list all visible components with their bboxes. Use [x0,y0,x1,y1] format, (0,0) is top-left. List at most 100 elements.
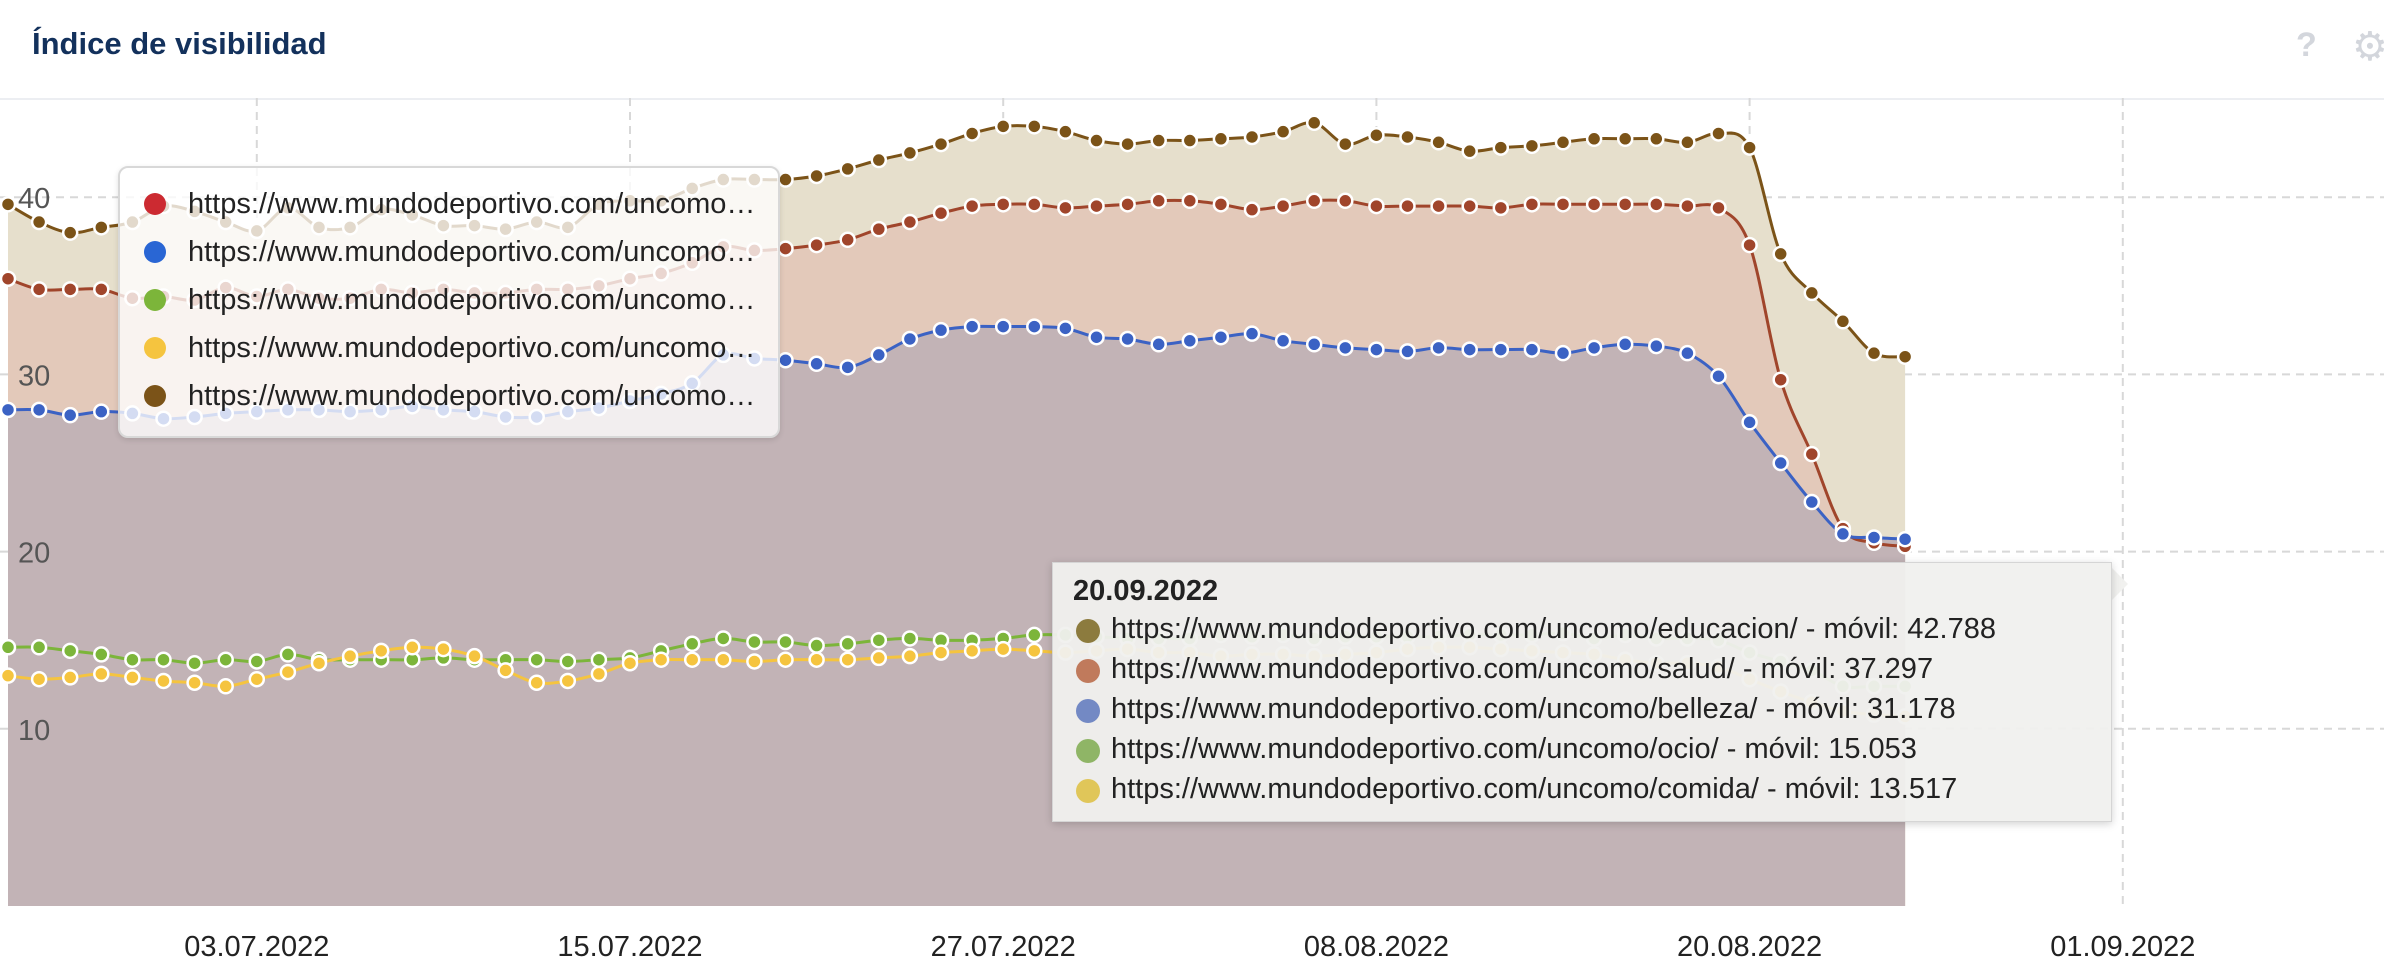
data-point [901,213,919,231]
legend-dot [144,385,166,407]
data-point [155,651,172,668]
tooltip-row: https://www.mundodeportivo.com/uncomo/sa… [1073,651,2103,691]
chart-header: Índice de visibilidad ? ⚙ [0,0,2384,100]
tooltip-row-label: https://www.mundodeportivo.com/uncomo/sa… [1111,653,1934,685]
tooltip-dot [1076,779,1100,803]
data-point [1865,529,1883,546]
data-point [559,653,577,670]
tooltip: 20.09.2022 https://www.mundodeportivo.co… [1052,562,2112,822]
data-point [1896,530,1914,548]
data-point [870,346,888,364]
question-icon[interactable]: ? [2296,26,2317,64]
data-point [1212,130,1230,148]
data-point [870,151,888,169]
tooltip-arrow [2110,566,2128,602]
data-point [1119,196,1136,213]
data-point [870,631,888,649]
data-point [994,640,1012,658]
data-point [155,672,172,690]
data-point [808,236,825,254]
data-point [1399,343,1416,360]
tooltip-row: https://www.mundodeportivo.com/uncomo/be… [1073,691,2103,731]
legend: https://www.mundodeportivo.com/uncomo/sa… [118,166,780,438]
data-point [963,125,981,142]
data-point [404,639,421,656]
gear-icon[interactable]: ⚙ [2352,25,2384,69]
data-point [994,118,1012,135]
tooltip-dot [1076,659,1100,683]
legend-label: https://www.mundodeportivo.com/uncomo/ed… [188,379,760,412]
data-point [1430,339,1447,357]
data-point [217,678,234,695]
data-point [621,654,639,672]
data-point [1461,197,1478,215]
data-point [1274,197,1292,215]
data-point [1741,414,1758,431]
x-tick-label: 27.07.2022 [931,931,1076,963]
data-point [0,667,17,684]
legend-label: https://www.mundodeportivo.com/uncomo/oc… [188,283,760,316]
x-tick-label: 15.07.2022 [557,931,702,963]
data-point [124,651,141,668]
axis-labels: 10 20 30 40 03.07.2022 15.07.2022 27.07.2022 08… [18,183,2195,963]
data-point [839,231,856,249]
data-point [1554,344,1572,362]
legend-item-educacion[interactable]: https://www.mundodeportivo.com/uncomo/ed… [120,372,778,420]
data-point [808,651,825,668]
data-point [1523,196,1541,213]
data-point [93,219,110,236]
data-point [1088,197,1105,215]
data-point [0,196,17,213]
data-point [1803,493,1821,511]
data-point [30,213,48,231]
legend-item-ocio[interactable]: https://www.mundodeportivo.com/uncomo/oc… [120,276,778,324]
data-point [1088,132,1105,149]
tooltip-row-label: https://www.mundodeportivo.com/uncomo/be… [1111,693,1956,725]
data-point [466,647,483,665]
data-point [870,649,888,667]
data-point [1461,341,1478,358]
data-point [248,653,266,670]
data-point [808,637,825,654]
data-point [1803,284,1821,302]
data-point [1492,341,1510,358]
data-point [1679,197,1696,215]
data-point [1274,123,1292,140]
data-point [61,669,79,686]
data-point [932,321,950,339]
data-point [279,663,297,681]
data-point [217,651,234,668]
x-tick-label: 08.08.2022 [1304,931,1449,963]
data-point [124,669,141,686]
data-point [1305,114,1323,132]
data-point [1399,197,1416,215]
legend-item-comida[interactable]: https://www.mundodeportivo.com/uncomo/co… [120,324,778,372]
data-point [61,281,79,298]
data-point [559,672,577,690]
data-point [1337,192,1354,210]
data-point [1710,199,1727,217]
data-point [1803,445,1821,463]
legend-item-salud[interactable]: https://www.mundodeportivo.com/uncomo/sa… [120,180,778,228]
data-point [1368,197,1385,215]
tooltip-row: https://www.mundodeportivo.com/uncomo/oc… [1073,731,2103,771]
data-point [963,642,981,660]
data-point [746,653,763,670]
tooltip-row-label: https://www.mundodeportivo.com/uncomo/oc… [1111,733,1917,765]
data-point [994,196,1012,213]
legend-dot [144,241,166,263]
legend-item-belleza[interactable]: https://www.mundodeportivo.com/uncomo/be… [120,228,778,276]
data-point [1337,339,1354,357]
data-point [1492,139,1510,156]
data-point [1368,126,1385,144]
data-point [808,167,825,185]
data-point [715,651,732,668]
data-point [1212,328,1230,346]
data-point [1648,130,1665,148]
data-point [1896,348,1914,365]
data-point [93,665,110,683]
data-point [1492,199,1510,217]
data-point [1616,196,1634,213]
data-point [777,651,794,668]
data-point [963,318,981,335]
